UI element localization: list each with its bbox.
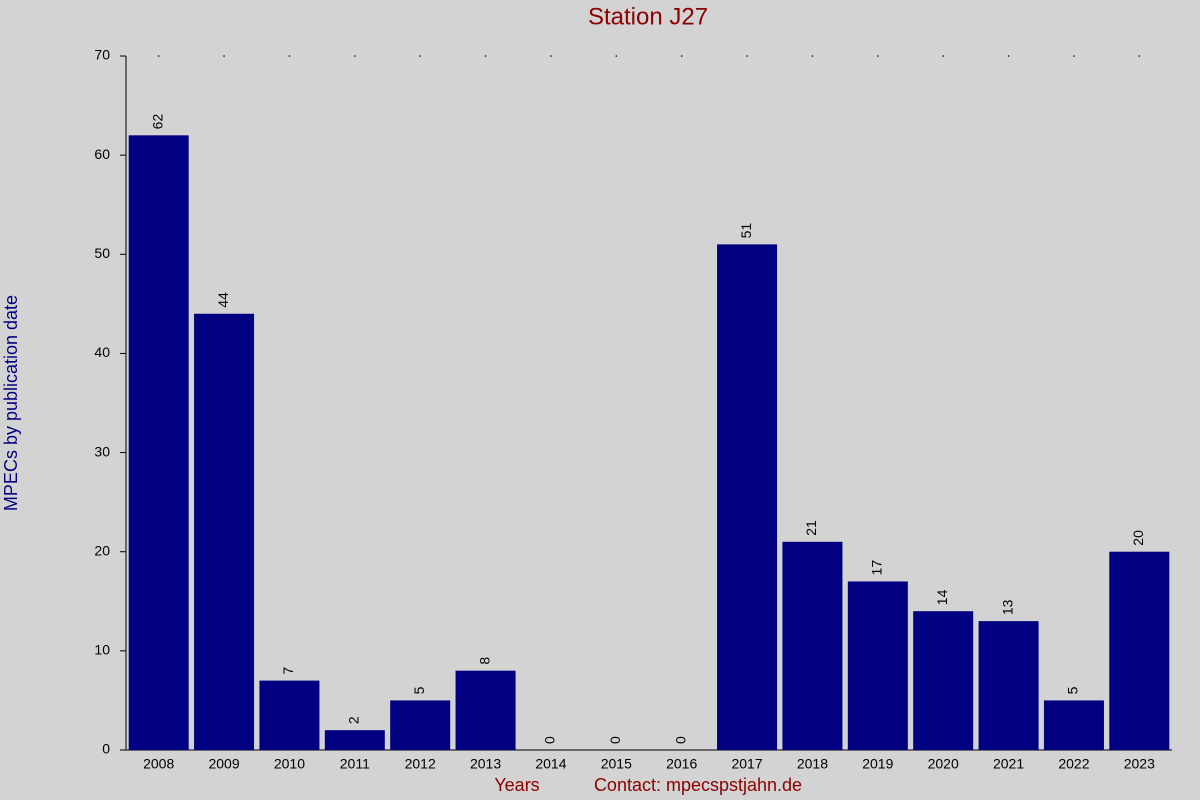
x-tick-label: 2012: [405, 756, 436, 772]
top-dot: [550, 55, 552, 57]
top-dot: [746, 55, 748, 57]
value-label: 5: [411, 686, 427, 694]
value-label: 8: [476, 657, 492, 665]
bar: [1043, 700, 1104, 750]
top-dot: [811, 55, 814, 57]
value-label: 2: [346, 716, 362, 724]
value-label: 5: [1065, 686, 1081, 694]
value-label: 0: [607, 736, 623, 744]
y-tick-label: 60: [94, 146, 110, 162]
bar: [978, 621, 1039, 750]
bar: [455, 670, 516, 750]
top-dot: [1007, 55, 1010, 57]
x-tick-label: 2022: [1058, 756, 1089, 772]
top-dot: [680, 55, 683, 57]
bar: [390, 700, 451, 750]
top-dot: [419, 55, 421, 57]
top-dot: [354, 55, 356, 57]
value-label: 62: [149, 114, 165, 130]
y-tick-label: 20: [94, 542, 110, 558]
value-label: 0: [672, 736, 688, 744]
bar: [717, 244, 778, 750]
value-label: 51: [738, 223, 754, 239]
bar: [782, 541, 843, 750]
x-tick-label: 2021: [993, 756, 1024, 772]
x-tick-label: 2011: [340, 756, 370, 772]
y-tick-label: 40: [94, 344, 110, 360]
value-label: 0: [542, 736, 558, 744]
x-axis-label: Years: [494, 775, 539, 795]
contact: Contact: mpecspstjahn.de: [594, 775, 802, 795]
x-tick-label: 2013: [470, 756, 501, 772]
top-dot: [942, 55, 944, 57]
value-label: 13: [999, 599, 1015, 615]
x-tick-label: 2020: [928, 756, 959, 772]
x-tick-label: 2009: [208, 756, 239, 772]
x-tick-label: 2010: [274, 756, 305, 772]
bar: [847, 581, 908, 750]
x-tick-label: 2018: [797, 756, 828, 772]
top-dot: [1138, 55, 1141, 57]
top-dot: [288, 55, 291, 57]
bar: [128, 135, 189, 751]
x-tick-label: 2016: [666, 756, 697, 772]
value-label: 44: [215, 292, 231, 308]
y-tick-label: 0: [102, 741, 110, 757]
bar: [324, 730, 385, 750]
x-tick-label: 2008: [143, 756, 174, 772]
bar: [194, 313, 255, 750]
x-tick-label: 2017: [731, 756, 762, 772]
bar: [259, 680, 320, 750]
x-tick-label: 2023: [1124, 756, 1155, 772]
y-tick-label: 50: [94, 245, 110, 261]
top-dot: [615, 55, 618, 57]
y-tick-label: 70: [94, 47, 110, 63]
bar: [913, 611, 974, 750]
top-dot: [1073, 55, 1075, 57]
y-axis-label: MPECs by publication date: [1, 295, 21, 511]
value-label: 14: [934, 589, 950, 605]
value-label: 7: [280, 667, 296, 675]
top-dot: [223, 55, 225, 57]
y-tick-label: 30: [94, 443, 110, 459]
x-tick-label: 2019: [862, 756, 893, 772]
value-label: 17: [869, 560, 885, 576]
top-dot: [877, 55, 879, 57]
value-label: 21: [803, 520, 819, 536]
top-dot: [484, 55, 487, 57]
y-tick-label: 10: [94, 642, 110, 658]
x-tick-label: 2015: [601, 756, 632, 772]
top-dot: [157, 55, 160, 57]
bar: [1109, 551, 1170, 750]
chart-title: Station J27: [588, 3, 708, 30]
x-tick-label: 2014: [535, 756, 566, 772]
value-label: 20: [1130, 530, 1146, 546]
